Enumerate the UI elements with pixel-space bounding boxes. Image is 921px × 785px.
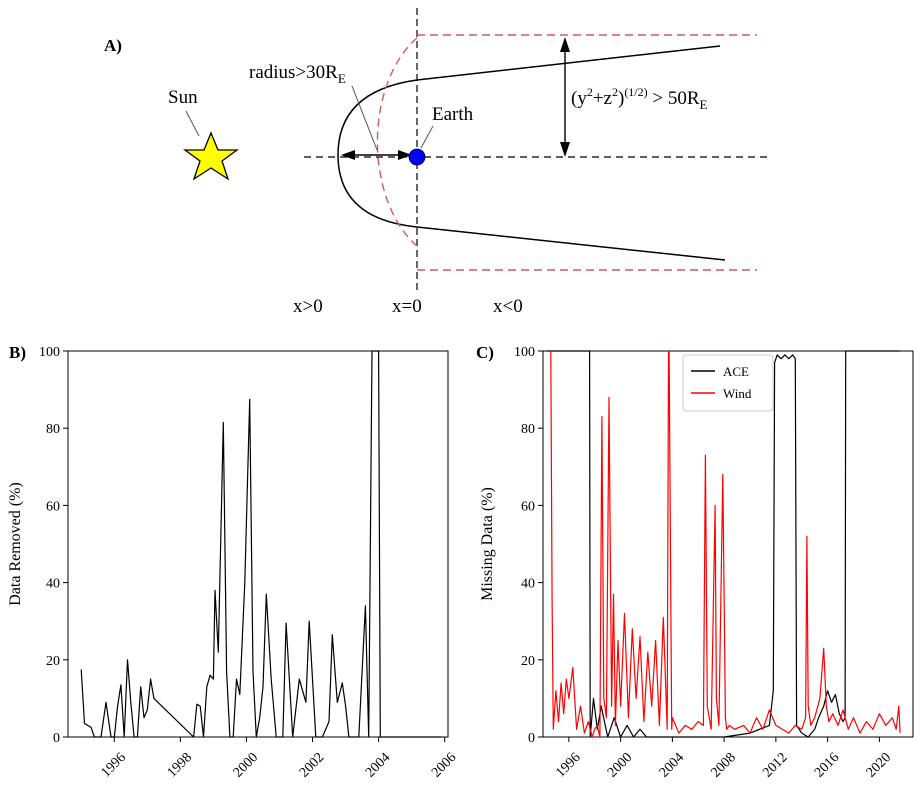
legend-box — [682, 354, 774, 412]
yz-arrow-top-head — [560, 37, 570, 52]
x-tick-label: 2020 — [864, 750, 894, 780]
y-axis-label: Data Removed (%) — [7, 482, 24, 606]
y-tick-label: 40 — [521, 577, 535, 592]
x-tick-label: 2002 — [297, 750, 327, 780]
x-tick-label: 1998 — [165, 750, 195, 780]
radius-limit-circle — [376, 37, 418, 247]
y-tick-label: 80 — [46, 422, 60, 437]
y-tick-label: 0 — [528, 731, 535, 746]
y-tick-label: 20 — [46, 654, 60, 669]
magnetopause-boundary — [337, 45, 726, 261]
diagram-panel: A) Sun radius>30RE Earth (y2+z2)(1/2) > … — [104, 8, 768, 317]
yz-arrow-bottom-head — [560, 142, 570, 157]
radius-arrow-left-head — [341, 150, 355, 160]
x-tick-label: 2004 — [363, 750, 393, 780]
panel-label: B) — [9, 343, 26, 362]
legend-label: ACE — [723, 364, 749, 379]
x-positive-label: x>0 — [293, 296, 323, 317]
x-tick-label: 1996 — [99, 750, 129, 780]
sun-label-leader — [185, 110, 200, 137]
x-tick-label: 2000 — [605, 750, 635, 780]
y-tick-label: 60 — [521, 499, 535, 514]
x-tick-label: 2016 — [812, 750, 842, 780]
earth-label-leader — [420, 125, 434, 149]
x-tick-label: 2000 — [231, 750, 261, 780]
y-tick-label: 100 — [39, 345, 60, 360]
series-line-0 — [80, 350, 442, 738]
chart-c: C) 0 20 40 60 80 100 1996 2000 2004 2008 2012 2016 20… — [476, 343, 914, 781]
x-tick-label: 2012 — [760, 750, 790, 780]
sun-label: Sun — [168, 87, 198, 108]
earth-label: Earth — [432, 104, 474, 125]
series-line-wind — [550, 350, 901, 738]
y-tick-label: 20 — [521, 654, 535, 669]
x-tick-label: 1996 — [553, 750, 583, 780]
y-tick-label: 100 — [514, 345, 535, 360]
x-negative-label: x<0 — [493, 296, 523, 317]
radius-arrow-right-head — [398, 150, 412, 160]
y-tick-label: 60 — [46, 499, 60, 514]
sun-star-icon — [183, 131, 239, 181]
y-tick-label: 80 — [521, 422, 535, 437]
chart-b: B) 0 20 40 60 80 100 1996 1998 2000 2002 2004 2006 Da… — [7, 343, 459, 781]
x-tick-label: 2008 — [708, 750, 738, 780]
series-line-ace — [546, 350, 901, 738]
x-tick-label: 2004 — [657, 750, 687, 780]
y-tick-label: 40 — [46, 577, 60, 592]
radius-label: radius>30RE — [249, 62, 346, 86]
panel-a-label: A) — [104, 36, 122, 55]
y-axis-label: Missing Data (%) — [479, 487, 496, 601]
yz-distance-label: (y2+z2)(1/2) > 50RE — [571, 85, 708, 112]
y-tick-label: 0 — [53, 731, 60, 746]
earth-dot — [408, 148, 426, 166]
legend-label: Wind — [723, 386, 752, 401]
panel-label: C) — [476, 343, 494, 362]
x-tick-label: 2006 — [429, 750, 459, 780]
x-zero-label: x=0 — [392, 296, 422, 317]
radius-label-leader — [351, 85, 378, 151]
plot-frame — [67, 350, 449, 738]
